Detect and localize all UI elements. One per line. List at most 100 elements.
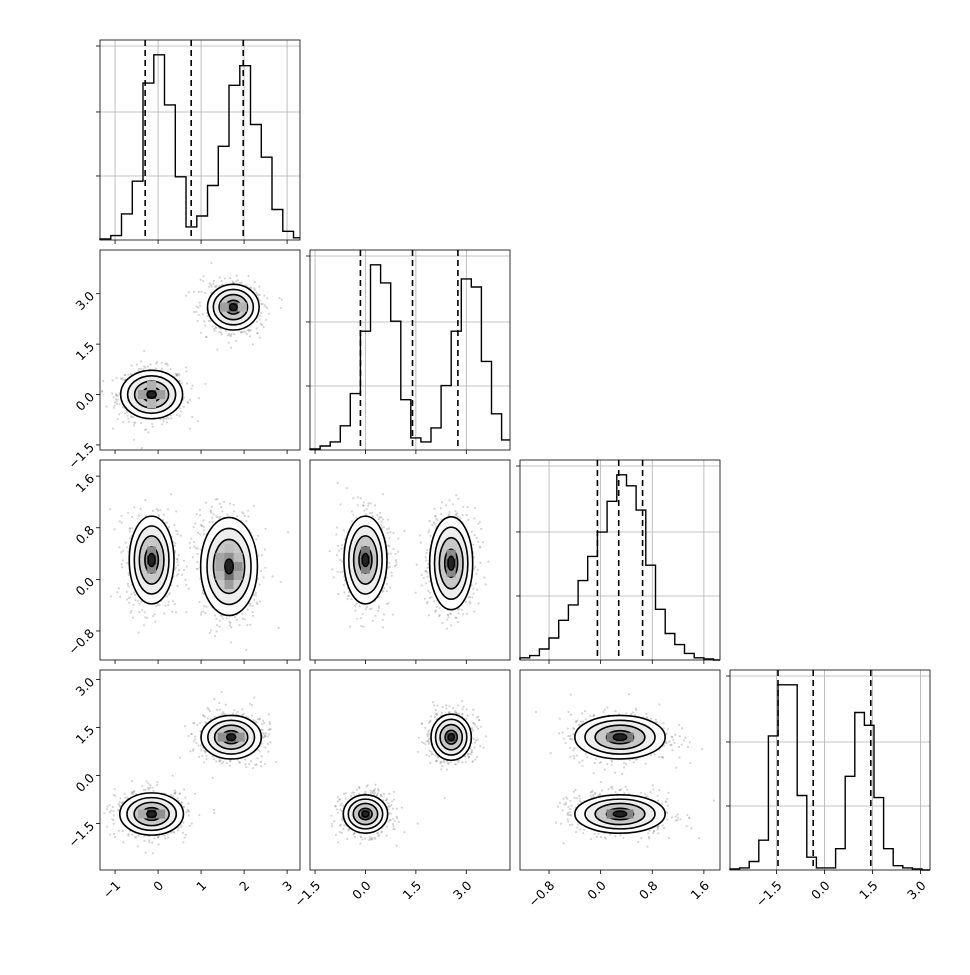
scatter-point (230, 347, 232, 349)
scatter-point (145, 852, 147, 854)
scatter-point (383, 526, 385, 528)
scatter-point (124, 793, 126, 795)
scatter-point (137, 845, 139, 847)
scatter-point (425, 582, 427, 584)
scatter-point (247, 609, 249, 611)
scatter-point (457, 516, 459, 518)
scatter-point (472, 588, 474, 590)
scatter-point (439, 607, 441, 609)
scatter-point (475, 583, 477, 585)
scatter-point (362, 626, 364, 628)
scatter-point (226, 513, 228, 515)
scatter-point (343, 591, 345, 593)
scatter-point (421, 584, 423, 586)
scatter-point (172, 600, 174, 602)
scatter-point (118, 413, 120, 415)
scatter-point (427, 601, 429, 603)
scatter-point (233, 510, 235, 512)
scatter-point (167, 364, 169, 366)
scatter-point (158, 843, 160, 845)
scatter-point (194, 793, 196, 795)
scatter-point (120, 551, 122, 553)
scatter-point (189, 428, 191, 430)
scatter-point (148, 788, 150, 790)
scatter-point (260, 323, 262, 325)
scatter-point (185, 366, 187, 368)
contour-core (362, 553, 368, 566)
scatter-point (245, 520, 247, 522)
scatter-point (247, 329, 249, 331)
scatter-point (141, 609, 143, 611)
scatter-point (200, 291, 202, 293)
scatter-point (198, 291, 200, 293)
scatter-point (122, 559, 124, 561)
scatter-point (211, 517, 213, 519)
scatter-point (128, 421, 130, 423)
scatter-point (259, 315, 261, 317)
scatter-point (156, 784, 158, 786)
scatter-point (260, 570, 262, 572)
scatter-point (197, 532, 199, 534)
scatter-point (478, 602, 480, 604)
scatter-point (118, 403, 120, 405)
scatter-point (392, 532, 394, 534)
scatter-point (101, 390, 103, 392)
scatter-point (216, 624, 218, 626)
scatter-point (469, 602, 471, 604)
scatter-point (182, 841, 184, 843)
scatter-point (122, 550, 124, 552)
scatter-point (196, 561, 198, 563)
scatter-point (209, 632, 211, 634)
scatter-point (91, 378, 93, 380)
scatter-point (196, 513, 198, 515)
scatter-point (175, 611, 177, 613)
scatter-point (144, 616, 146, 618)
scatter-point (235, 340, 237, 342)
scatter-point (115, 398, 117, 400)
scatter-point (185, 811, 187, 813)
scatter-point (458, 498, 460, 500)
scatter-point (121, 563, 123, 565)
scatter-point (197, 547, 199, 549)
scatter-point (356, 618, 358, 620)
density-cell (225, 544, 234, 553)
scatter-point (112, 379, 114, 381)
scatter-point (114, 402, 116, 404)
scatter-point (382, 493, 384, 495)
scatter-point (382, 518, 384, 520)
scatter-point (244, 515, 246, 517)
scatter-point (420, 542, 422, 544)
scatter-point (202, 313, 204, 315)
scatter-point (188, 588, 190, 590)
panel-2d-2-1 (329, 456, 490, 687)
scatter-point (183, 788, 185, 790)
scatter-point (479, 562, 481, 564)
scatter-point (392, 548, 394, 550)
scatter-point (336, 527, 338, 529)
scatter-point (241, 613, 243, 615)
scatter-point (116, 403, 118, 405)
scatter-point (386, 583, 388, 585)
scatter-point (140, 508, 142, 510)
scatter-point (213, 812, 215, 814)
scatter-point (179, 415, 181, 417)
scatter-point (474, 534, 476, 536)
scatter-point (139, 603, 141, 605)
scatter-point (176, 375, 178, 377)
scatter-point (134, 599, 136, 601)
scatter-point (360, 497, 362, 499)
scatter-point (378, 518, 380, 520)
scatter-point (479, 521, 481, 523)
scatter-point (170, 417, 172, 419)
scatter-point (193, 291, 195, 293)
scatter-point (199, 302, 201, 304)
scatter-point (259, 600, 261, 602)
scatter-point (380, 521, 382, 523)
scatter-point (111, 818, 113, 820)
scatter-point (202, 610, 204, 612)
scatter-point (228, 342, 230, 344)
scatter-point (376, 514, 378, 516)
scatter-point (117, 418, 119, 420)
scatter-point (133, 506, 135, 508)
scatter-point (203, 605, 205, 607)
